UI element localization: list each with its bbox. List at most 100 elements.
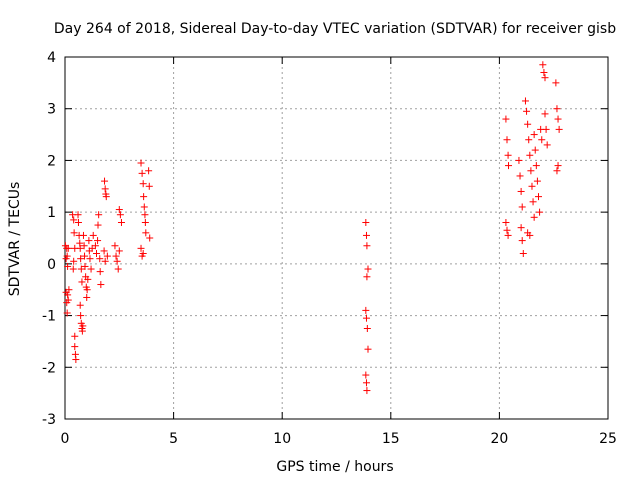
data-point bbox=[65, 286, 73, 294]
data-points bbox=[61, 61, 563, 395]
data-point bbox=[141, 211, 149, 219]
data-point bbox=[554, 162, 562, 170]
data-point bbox=[552, 79, 560, 87]
data-point bbox=[364, 265, 372, 273]
data-point bbox=[553, 105, 561, 113]
data-point bbox=[541, 74, 549, 82]
x-tick-label: 10 bbox=[273, 431, 291, 447]
data-point bbox=[102, 193, 110, 201]
data-point bbox=[524, 120, 532, 128]
data-point bbox=[541, 110, 549, 118]
data-point bbox=[555, 125, 563, 133]
data-point bbox=[146, 234, 154, 242]
data-point bbox=[362, 306, 370, 314]
axis-ticks: 0 5 10 15 20 25 -3 -2 -1 0 1 2 3 4 bbox=[42, 50, 617, 447]
data-point bbox=[96, 255, 104, 263]
data-point bbox=[70, 229, 78, 237]
data-point bbox=[362, 371, 370, 379]
data-point bbox=[85, 237, 93, 245]
data-point bbox=[79, 322, 87, 330]
x-tick-label: 5 bbox=[169, 431, 178, 447]
data-point bbox=[526, 151, 534, 159]
data-point bbox=[141, 218, 149, 226]
data-point bbox=[115, 247, 123, 255]
data-point bbox=[97, 281, 105, 289]
data-point bbox=[77, 265, 85, 273]
data-point bbox=[519, 250, 527, 258]
data-point bbox=[534, 193, 542, 201]
data-point bbox=[72, 356, 80, 364]
y-tick-label: 4 bbox=[47, 50, 56, 66]
y-axis-label: SDTVAR / TECUs bbox=[7, 182, 23, 297]
data-point bbox=[101, 177, 109, 185]
plot-frame bbox=[64, 56, 609, 420]
data-point bbox=[540, 69, 548, 77]
data-point bbox=[145, 167, 153, 175]
data-point bbox=[539, 61, 547, 69]
data-point bbox=[502, 115, 510, 123]
y-tick-label: -1 bbox=[42, 309, 56, 325]
data-point bbox=[362, 314, 370, 322]
data-point bbox=[504, 231, 512, 239]
data-point bbox=[517, 187, 525, 195]
data-point bbox=[518, 237, 526, 245]
data-point bbox=[145, 182, 153, 190]
data-point bbox=[521, 97, 529, 105]
data-point bbox=[70, 257, 78, 265]
data-point bbox=[503, 136, 511, 144]
data-point bbox=[63, 252, 71, 260]
data-point bbox=[111, 242, 119, 250]
data-point bbox=[100, 247, 108, 255]
data-point bbox=[502, 218, 510, 226]
x-tick-label: 20 bbox=[490, 431, 508, 447]
data-point bbox=[81, 252, 89, 260]
data-point bbox=[86, 255, 94, 263]
data-point bbox=[117, 218, 125, 226]
grid-lines bbox=[65, 57, 608, 419]
data-point bbox=[523, 107, 531, 115]
data-point bbox=[80, 242, 88, 250]
y-tick-label: 2 bbox=[47, 153, 56, 169]
data-point bbox=[89, 231, 97, 239]
data-point bbox=[137, 244, 145, 252]
data-point bbox=[83, 286, 91, 294]
data-point bbox=[518, 203, 526, 211]
data-point bbox=[536, 208, 544, 216]
data-point bbox=[139, 180, 147, 188]
data-point bbox=[530, 213, 538, 221]
data-point bbox=[92, 250, 100, 258]
data-point bbox=[78, 278, 86, 286]
data-point bbox=[140, 203, 148, 211]
data-point bbox=[112, 252, 120, 260]
data-point bbox=[362, 218, 370, 226]
data-point bbox=[70, 216, 78, 224]
data-point bbox=[543, 141, 551, 149]
data-point bbox=[362, 379, 370, 387]
chart-title: Day 264 of 2018, Sidereal Day-to-day VTE… bbox=[54, 21, 616, 37]
data-point bbox=[96, 268, 104, 276]
data-point bbox=[64, 296, 72, 304]
data-point bbox=[362, 231, 370, 239]
data-point bbox=[77, 255, 85, 263]
data-point bbox=[63, 309, 71, 317]
data-point bbox=[71, 332, 79, 340]
data-point bbox=[81, 262, 89, 270]
data-point bbox=[64, 262, 72, 270]
data-point bbox=[74, 211, 82, 219]
y-tick-label: 3 bbox=[47, 102, 56, 118]
data-point bbox=[142, 229, 150, 237]
data-point bbox=[517, 224, 525, 232]
x-tick-label: 15 bbox=[382, 431, 400, 447]
data-point bbox=[526, 231, 534, 239]
data-point bbox=[533, 177, 541, 185]
data-point bbox=[504, 151, 512, 159]
data-point bbox=[139, 250, 147, 258]
x-tick-label: 0 bbox=[61, 431, 70, 447]
data-point bbox=[84, 275, 92, 283]
data-point bbox=[530, 131, 538, 139]
y-tick-label: -3 bbox=[42, 412, 56, 428]
y-tick-label: 0 bbox=[47, 257, 56, 273]
data-point bbox=[94, 221, 102, 229]
data-point bbox=[529, 198, 537, 206]
